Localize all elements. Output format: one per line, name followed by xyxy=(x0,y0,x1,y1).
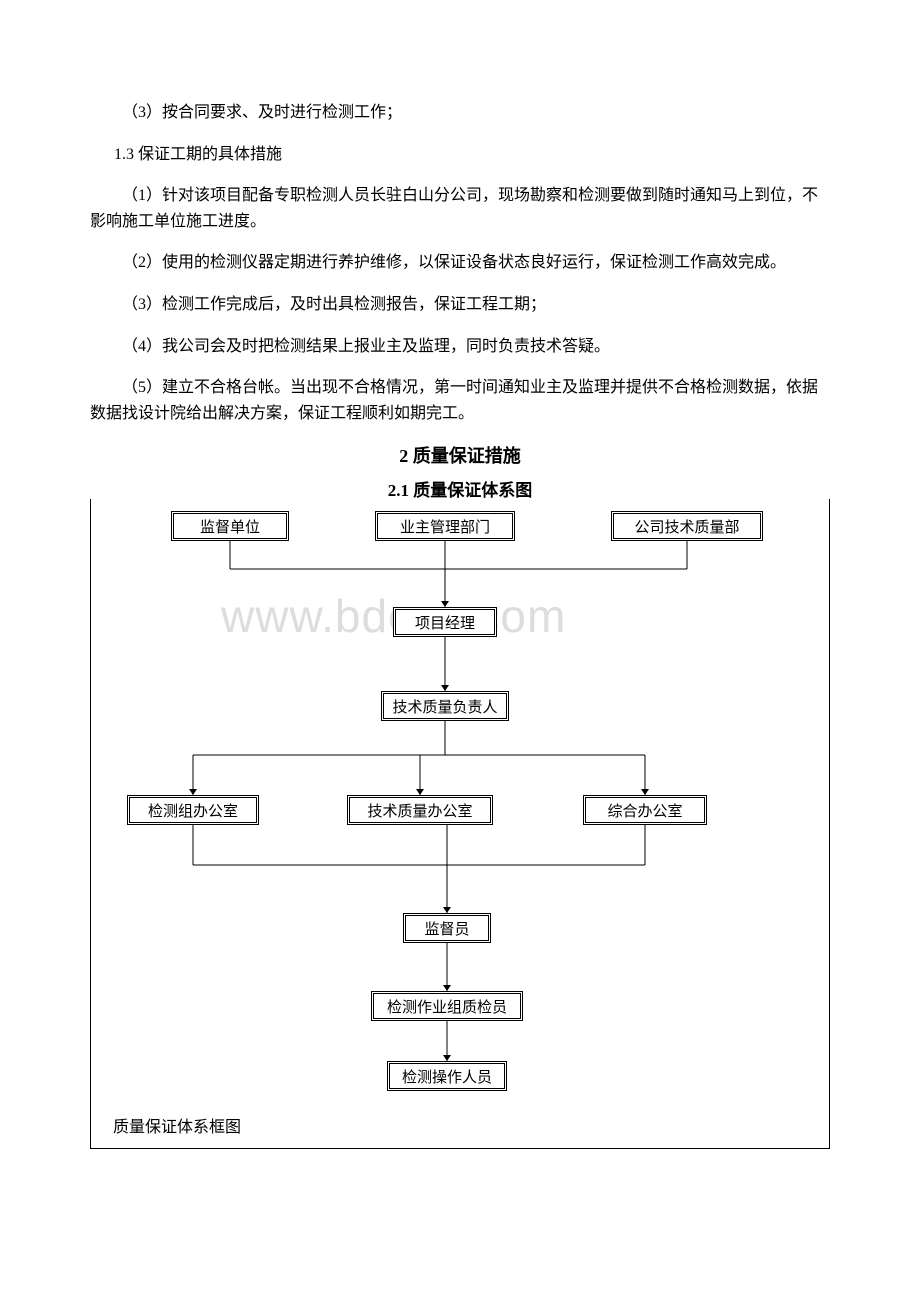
flowchart-node: 检测组办公室 xyxy=(127,795,259,825)
flowchart-node: 项目经理 xyxy=(393,607,497,637)
flowchart-node: 公司技术质量部 xyxy=(611,511,763,541)
flowchart-node: 检测操作人员 xyxy=(387,1061,507,1091)
flowchart-node: 监督员 xyxy=(403,913,491,943)
subsection-heading: 2.1 质量保证体系图 xyxy=(90,476,830,501)
flowchart-node: 检测作业组质检员 xyxy=(371,991,523,1021)
subsection-heading: 1.3 保证工期的具体措施 xyxy=(90,142,830,168)
flowchart-node: 技术质量办公室 xyxy=(347,795,493,825)
flowchart-node: 技术质量负责人 xyxy=(381,691,509,721)
list-item: （2）使用的检测仪器定期进行养护维修，以保证设备状态良好运行，保证检测工作高效完… xyxy=(90,250,830,276)
list-item: （3）按合同要求、及时进行检测工作； xyxy=(90,100,830,126)
list-item: （5）建立不合格台帐。当出现不合格情况，第一时间通知业主及监理并提供不合格检测数… xyxy=(90,375,830,426)
section-heading: 2 质量保证措施 xyxy=(90,442,830,468)
flowchart-container: www.bdocx.com 监督单位业主管理部门公司技术质量部项目经理技术质量负… xyxy=(90,499,830,1149)
list-item: （1）针对该项目配备专职检测人员长驻白山分公司，现场勘察和检测要做到随时通知马上… xyxy=(90,183,830,234)
list-item: （4）我公司会及时把检测结果上报业主及监理，同时负责技术答疑。 xyxy=(90,334,830,360)
list-item: （3）检测工作完成后，及时出具检测报告，保证工程工期； xyxy=(90,292,830,318)
flowchart-caption: 质量保证体系框图 xyxy=(113,1113,241,1137)
flowchart-node: 综合办公室 xyxy=(583,795,707,825)
flowchart-node: 业主管理部门 xyxy=(375,511,515,541)
flowchart-node: 监督单位 xyxy=(171,511,289,541)
